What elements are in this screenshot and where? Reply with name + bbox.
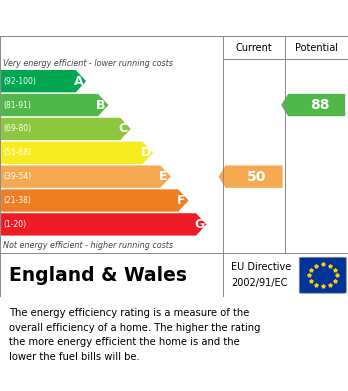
Text: Not energy efficient - higher running costs: Not energy efficient - higher running co…	[3, 240, 174, 249]
Text: Potential: Potential	[295, 43, 338, 53]
Text: A: A	[74, 75, 84, 88]
Polygon shape	[1, 118, 131, 140]
Polygon shape	[1, 70, 86, 92]
Polygon shape	[1, 189, 189, 212]
Text: The energy efficiency rating is a measure of the
overall efficiency of a home. T: The energy efficiency rating is a measur…	[9, 308, 260, 362]
Text: 88: 88	[310, 98, 329, 112]
Text: 2002/91/EC: 2002/91/EC	[231, 278, 288, 288]
Text: (69-80): (69-80)	[3, 124, 32, 133]
Text: (21-38): (21-38)	[3, 196, 31, 205]
Polygon shape	[1, 165, 171, 188]
Text: F: F	[176, 194, 185, 207]
Text: (1-20): (1-20)	[3, 220, 26, 229]
Text: B: B	[96, 99, 106, 111]
Polygon shape	[1, 142, 153, 164]
Text: England & Wales: England & Wales	[9, 266, 187, 285]
Text: C: C	[119, 122, 128, 135]
Polygon shape	[219, 165, 283, 188]
FancyBboxPatch shape	[299, 257, 346, 293]
Polygon shape	[1, 213, 206, 235]
Text: Current: Current	[236, 43, 272, 53]
Text: Very energy efficient - lower running costs: Very energy efficient - lower running co…	[3, 59, 173, 68]
Text: E: E	[159, 170, 167, 183]
Text: (92-100): (92-100)	[3, 77, 36, 86]
Text: Energy Efficiency Rating: Energy Efficiency Rating	[9, 11, 230, 27]
Text: G: G	[194, 218, 205, 231]
Text: EU Directive: EU Directive	[231, 262, 292, 273]
Polygon shape	[1, 94, 109, 116]
Polygon shape	[281, 94, 345, 116]
Text: (39-54): (39-54)	[3, 172, 32, 181]
Text: 50: 50	[247, 170, 267, 184]
Text: (55-68): (55-68)	[3, 148, 32, 157]
Text: (81-91): (81-91)	[3, 100, 31, 109]
Text: D: D	[141, 146, 151, 159]
